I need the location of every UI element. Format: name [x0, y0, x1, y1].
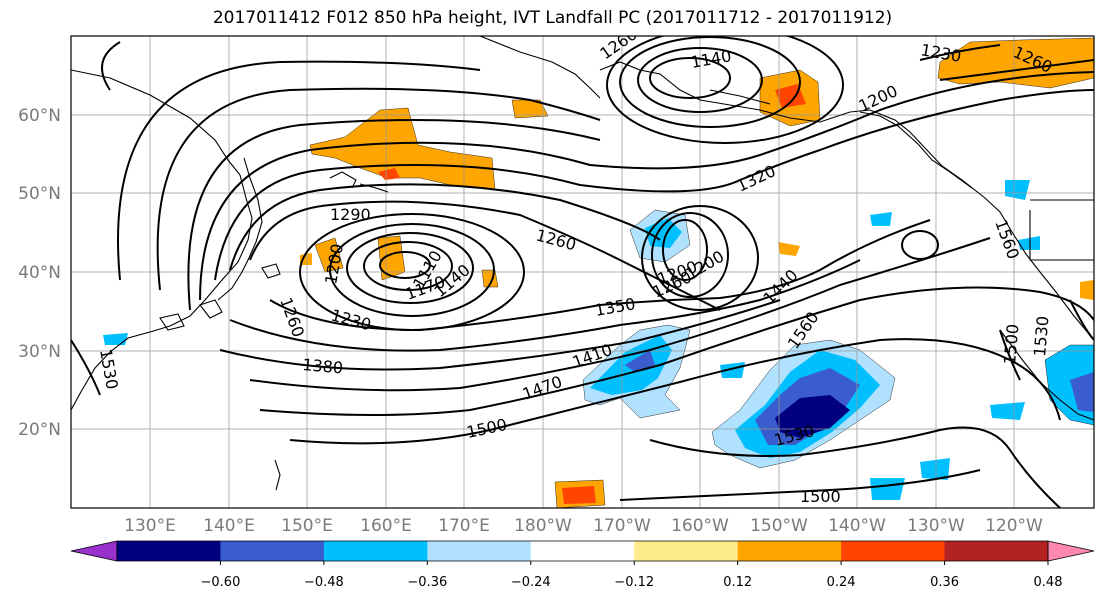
lon-label: 170°E	[438, 516, 490, 536]
colorbar-tick-label: −0.24	[511, 575, 551, 590]
colorbar-swatch	[841, 541, 946, 561]
figure-title: 2017011412 F012 850 hPa height, IVT Land…	[212, 8, 893, 28]
contour-label: 1500	[800, 487, 841, 506]
lon-label: 130°W	[907, 516, 965, 536]
lon-label: 160°W	[671, 516, 729, 536]
contour-label: 1290	[330, 205, 371, 224]
map-frame	[70, 35, 1095, 509]
lat-label: 40°N	[18, 263, 61, 283]
colorbar-swatch	[323, 541, 428, 561]
colorbar-tick-label: 0.24	[827, 575, 856, 590]
lon-label: 140°E	[203, 516, 255, 536]
colorbar-swatch	[944, 541, 1049, 561]
lon-label: 180°W	[514, 516, 572, 536]
colorbar-swatch	[737, 541, 842, 561]
lon-label: 150°W	[750, 516, 808, 536]
colorbar-tick-label: 0.48	[1034, 575, 1063, 590]
longitude-labels: 130°E 140°E 150°E 160°E 170°E 180°W 170°…	[124, 516, 1043, 536]
lat-label: 30°N	[18, 342, 61, 362]
colorbar-swatch	[530, 541, 635, 561]
colorbar-labels: −0.60 −0.48 −0.36 −0.24 −0.12 0.12 0.24 0.36 0.4…	[201, 561, 1063, 590]
lat-label: 60°N	[18, 106, 61, 126]
lon-label: 160°E	[360, 516, 412, 536]
colorbar-swatch	[427, 541, 532, 561]
lat-label: 50°N	[18, 184, 61, 204]
lon-label: 150°E	[281, 516, 333, 536]
colorbar-swatch	[634, 541, 739, 561]
colorbar-tick-label: 0.36	[930, 575, 959, 590]
contour-label: 1530	[1030, 315, 1052, 357]
latitude-labels: 60°N 50°N 40°N 30°N 20°N	[18, 106, 61, 440]
contour-label: 1380	[302, 355, 344, 377]
colorbar-swatch	[117, 541, 221, 561]
lat-label: 20°N	[18, 420, 61, 440]
height-contours	[71, 36, 1094, 508]
colorbar-tick-label: −0.60	[201, 575, 241, 590]
lon-label: 170°W	[593, 516, 651, 536]
colorbar-tick-label: −0.48	[304, 575, 344, 590]
colorbar-arrow-high	[1047, 540, 1095, 562]
colorbar-tick-label: 0.12	[723, 575, 752, 590]
lon-label: 130°E	[124, 516, 176, 536]
colorbar-tick-label: −0.12	[614, 575, 654, 590]
colorbar	[70, 540, 1095, 562]
lon-label: 120°W	[985, 516, 1043, 536]
graticule	[71, 36, 1094, 508]
contour-label: 1500	[1000, 323, 1022, 365]
colorbar-tick-label: −0.36	[407, 575, 447, 590]
colorbar-arrow-low	[70, 540, 118, 562]
colorbar-swatch	[220, 541, 325, 561]
lon-label: 140°W	[828, 516, 886, 536]
